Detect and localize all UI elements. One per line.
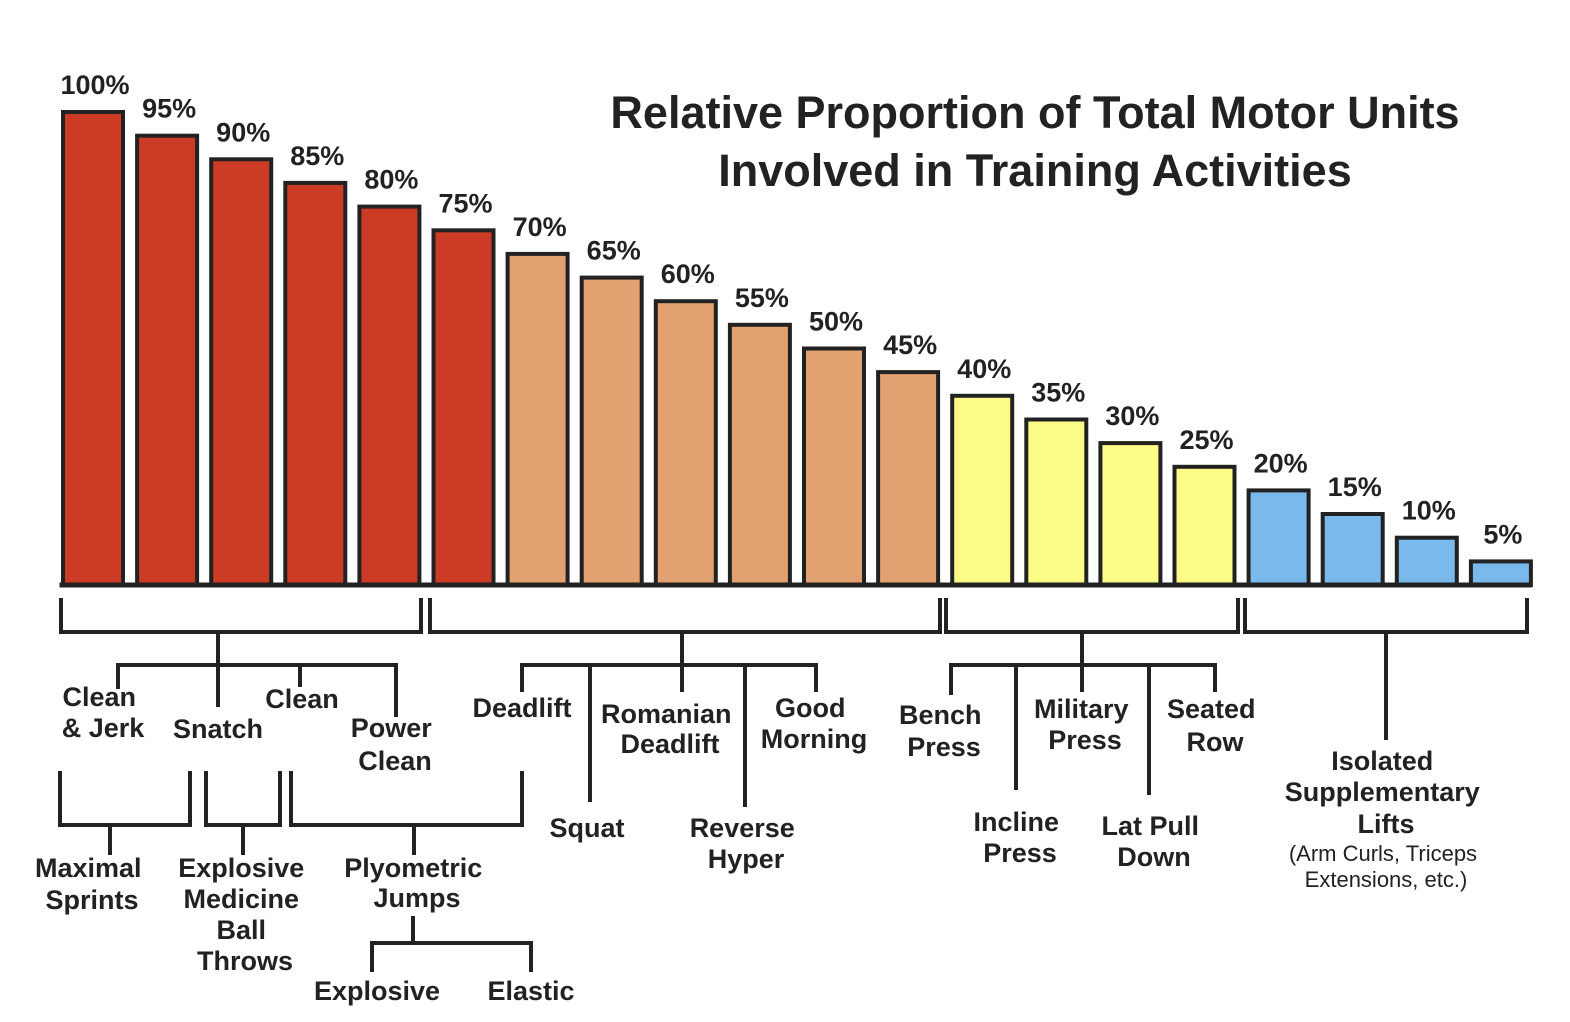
chart-title: Relative Proportion of Total Motor Units… xyxy=(610,87,1459,196)
bar-95-percent xyxy=(135,133,200,587)
bar-value-label: 10% xyxy=(1402,496,1456,526)
connector-yellow-exercises xyxy=(949,630,1217,795)
bar-value-label: 30% xyxy=(1105,401,1159,431)
label-reverse-hyper: Reverse Hyper xyxy=(690,813,803,874)
bar-70-percent xyxy=(505,251,570,587)
bar-85-percent xyxy=(283,180,348,587)
label-isolated-examples: (Arm Curls, Triceps Extensions, etc.) xyxy=(1289,841,1483,892)
label-power-clean: Power Clean xyxy=(351,713,440,776)
label-clean-jerk: Clean & Jerk xyxy=(62,682,146,743)
bracket-red-group xyxy=(59,598,423,634)
bar-value-label: 90% xyxy=(216,117,270,147)
label-explosive-medicine-ball-throws: Explosive Medicine Ball Throws xyxy=(178,853,312,976)
bar-60-percent xyxy=(653,299,718,587)
bar-65-percent xyxy=(579,275,644,587)
bar-value-label: 95% xyxy=(142,94,196,124)
bracket-tan-group xyxy=(428,598,942,634)
chart-title-line-2: Involved in Training Activities xyxy=(718,145,1351,196)
connector-red-exercises xyxy=(116,630,398,717)
bar-value-label: 100% xyxy=(60,70,129,100)
connector-jump-types xyxy=(370,916,533,972)
connector-tan-exercises xyxy=(520,630,818,807)
bar-value-label: 35% xyxy=(1031,378,1085,408)
connector-maximal-sprints xyxy=(58,771,192,855)
bar-10-percent xyxy=(1394,535,1459,588)
bar-45-percent xyxy=(876,370,941,587)
bar-90-percent xyxy=(209,157,274,588)
bar-value-label: 65% xyxy=(587,236,641,266)
bar-25-percent xyxy=(1172,464,1237,588)
bracket-yellow-group xyxy=(944,598,1240,634)
bar-50-percent xyxy=(802,346,866,587)
label-explosive: Explosive xyxy=(314,976,440,1006)
label-bench-press: Bench Press xyxy=(899,700,989,762)
bar-40-percent xyxy=(950,393,1015,587)
bar-value-label: 80% xyxy=(364,165,418,195)
bar-value-label: 5% xyxy=(1483,519,1522,549)
bar-75-percent xyxy=(431,228,496,588)
bar-20-percent xyxy=(1246,488,1311,587)
bar-value-label: 25% xyxy=(1179,425,1233,455)
activity-tree: Clean & Jerk Snatch Clean Power Clean Ma… xyxy=(35,598,1529,1006)
value-labels: 100% 95% 90% 85% 80% 75% 70% 65% 60% 55% 50% 45% 40%… xyxy=(60,70,1522,549)
bracket-blue-group xyxy=(1243,598,1529,634)
bars xyxy=(61,110,1533,588)
bar-value-label: 85% xyxy=(290,141,344,171)
bar-value-label: 50% xyxy=(809,307,863,337)
label-clean: Clean xyxy=(265,684,339,714)
label-maximal-sprints: Maximal Sprints xyxy=(35,853,149,915)
label-snatch: Snatch xyxy=(173,714,263,744)
chart-title-line-1: Relative Proportion of Total Motor Units xyxy=(610,87,1459,138)
bar-15-percent xyxy=(1320,512,1385,587)
bar-30-percent xyxy=(1098,441,1163,587)
bar-5-percent xyxy=(1468,559,1533,588)
label-elastic: Elastic xyxy=(487,976,574,1006)
label-military-press: Military Press xyxy=(1034,694,1136,755)
label-isolated-supplementary-lifts: Isolated Supplementary Lifts xyxy=(1285,746,1488,839)
label-good-morning: Good Morning xyxy=(761,693,867,754)
bar-55-percent xyxy=(727,322,792,587)
bar-value-label: 60% xyxy=(661,259,715,289)
connector-plyometric xyxy=(289,771,524,855)
label-incline-press: Incline Press xyxy=(973,807,1066,868)
label-lat-pull-down: Lat Pull Down xyxy=(1101,811,1206,872)
label-seated-row: Seated Row xyxy=(1167,694,1263,757)
connector-medicine-ball xyxy=(204,771,282,855)
bar-value-label: 55% xyxy=(735,283,789,313)
bar-100-percent xyxy=(61,110,125,587)
bar-value-label: 15% xyxy=(1328,472,1382,502)
bar-value-label: 75% xyxy=(438,188,492,218)
label-deadlift: Deadlift xyxy=(472,693,571,723)
label-romanian-deadlift: Romanian Deadlift xyxy=(601,699,739,759)
label-plyometric-jumps: Plyometric Jumps xyxy=(344,853,490,913)
bar-value-label: 40% xyxy=(957,354,1011,384)
bar-value-label: 70% xyxy=(513,212,567,242)
label-squat: Squat xyxy=(549,813,624,843)
bar-value-label: 45% xyxy=(883,330,937,360)
bar-value-label: 20% xyxy=(1254,448,1308,478)
bar-35-percent xyxy=(1024,417,1089,587)
bar-80-percent xyxy=(357,204,422,587)
